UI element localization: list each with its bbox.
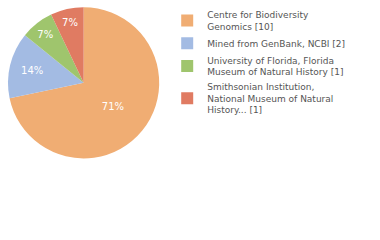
svg-text:Smithsonian Institution,Nation: Smithsonian Institution,National Museum … — [207, 82, 333, 115]
svg-text:Mined from GenBank, NCBI [2]: Mined from GenBank, NCBI [2] — [207, 39, 345, 49]
svg-text:Centre for BiodiversityGenomic: Centre for BiodiversityGenomics [10] — [207, 10, 309, 32]
svg-text:71%: 71% — [102, 101, 124, 112]
svg-text:7%: 7% — [37, 29, 53, 40]
svg-text:University of Florida, Florida: University of Florida, FloridaMuseum of … — [207, 56, 343, 78]
svg-text:7%: 7% — [62, 17, 78, 28]
svg-text:14%: 14% — [21, 65, 43, 76]
